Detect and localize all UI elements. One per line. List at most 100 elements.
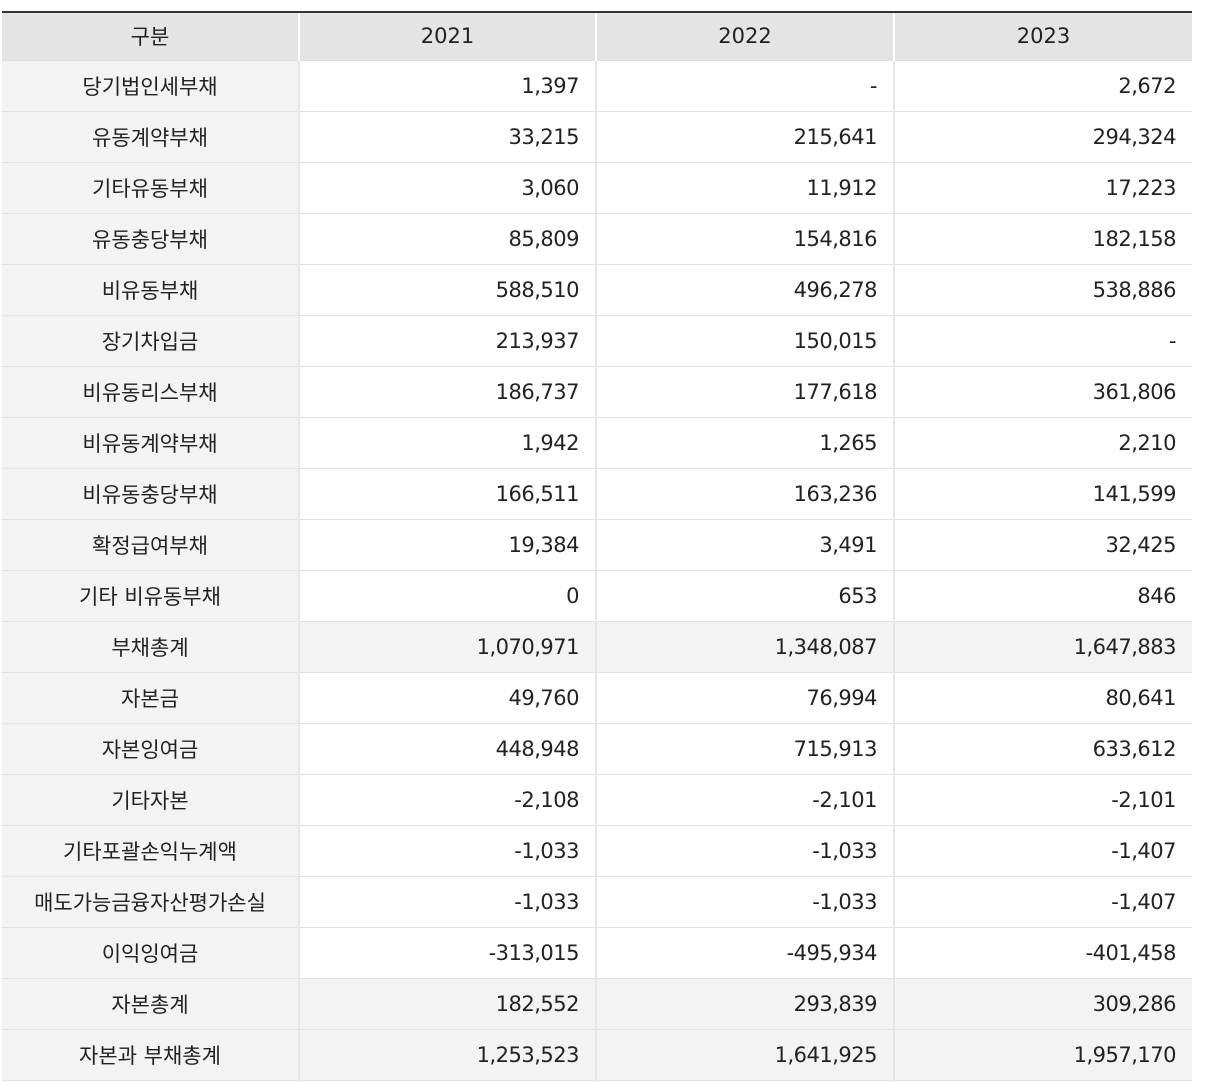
cell-2023: 182,158 [893, 213, 1192, 265]
cell-2023: -1,407 [893, 876, 1192, 928]
header-year-2023: 2023 [893, 11, 1192, 61]
cell-2022: 1,641,925 [595, 1029, 894, 1081]
cell-2021: -2,108 [298, 774, 596, 826]
row-label: 비유동계약부채 [2, 417, 299, 469]
table-row: 자본잉여금 448,948 715,913 633,612 [2, 723, 1192, 775]
row-label: 이익잉여금 [2, 927, 299, 979]
table-row: 비유동부채 588,510 496,278 538,886 [2, 264, 1192, 316]
cell-2022: 177,618 [595, 366, 894, 418]
financial-table-container: 구분 2021 2022 2023 당기법인세부채 1,397 - 2,672 … [2, 11, 1192, 1081]
cell-2022: -1,033 [595, 876, 894, 928]
cell-2023: - [893, 315, 1192, 367]
cell-2022: 154,816 [595, 213, 894, 265]
table-header: 구분 2021 2022 2023 [2, 11, 1192, 61]
table-row: 유동계약부채 33,215 215,641 294,324 [2, 111, 1192, 163]
row-label: 유동계약부채 [2, 111, 299, 163]
cell-2023: -2,101 [893, 774, 1192, 826]
cell-2021: 186,737 [298, 366, 596, 418]
balance-sheet-table: 구분 2021 2022 2023 당기법인세부채 1,397 - 2,672 … [2, 11, 1192, 1081]
row-label: 기타자본 [2, 774, 299, 826]
cell-2022: 215,641 [595, 111, 894, 163]
row-label: 기타포괄손익누계액 [2, 825, 299, 877]
cell-2021: 3,060 [298, 162, 596, 214]
table-row-total: 부채총계 1,070,971 1,348,087 1,647,883 [2, 621, 1192, 673]
cell-2023: 294,324 [893, 111, 1192, 163]
cell-2022: 3,491 [595, 519, 894, 571]
cell-2021: 448,948 [298, 723, 596, 775]
cell-2021: 0 [298, 570, 596, 622]
cell-2023: -1,407 [893, 825, 1192, 877]
cell-2023: 17,223 [893, 162, 1192, 214]
table-row-total: 자본과 부채총계 1,253,523 1,641,925 1,957,170 [2, 1029, 1192, 1081]
cell-2023: 141,599 [893, 468, 1192, 520]
cell-2023: -401,458 [893, 927, 1192, 979]
table-row: 기타자본 -2,108 -2,101 -2,101 [2, 774, 1192, 826]
row-label: 부채총계 [2, 621, 299, 673]
cell-2021: 19,384 [298, 519, 596, 571]
cell-2021: 182,552 [298, 978, 596, 1030]
row-label: 비유동부채 [2, 264, 299, 316]
cell-2023: 32,425 [893, 519, 1192, 571]
cell-2023: 1,647,883 [893, 621, 1192, 673]
table-row: 당기법인세부채 1,397 - 2,672 [2, 60, 1192, 112]
row-label: 기타 비유동부채 [2, 570, 299, 622]
cell-2022: -495,934 [595, 927, 894, 979]
cell-2021: -1,033 [298, 825, 596, 877]
cell-2022: 293,839 [595, 978, 894, 1030]
cell-2023: 1,957,170 [893, 1029, 1192, 1081]
table-row: 비유동계약부채 1,942 1,265 2,210 [2, 417, 1192, 469]
cell-2021: 1,253,523 [298, 1029, 596, 1081]
cell-2023: 2,672 [893, 60, 1192, 112]
table-row: 기타 비유동부채 0 653 846 [2, 570, 1192, 622]
cell-2022: 163,236 [595, 468, 894, 520]
header-category: 구분 [2, 11, 299, 61]
header-year-2022: 2022 [595, 11, 894, 61]
row-label: 유동충당부채 [2, 213, 299, 265]
table-row: 기타유동부채 3,060 11,912 17,223 [2, 162, 1192, 214]
cell-2023: 2,210 [893, 417, 1192, 469]
cell-2022: 150,015 [595, 315, 894, 367]
row-label: 비유동충당부채 [2, 468, 299, 520]
table-row: 비유동리스부채 186,737 177,618 361,806 [2, 366, 1192, 418]
cell-2021: 1,942 [298, 417, 596, 469]
row-label: 매도가능금융자산평가손실 [2, 876, 299, 928]
cell-2023: 633,612 [893, 723, 1192, 775]
cell-2022: 715,913 [595, 723, 894, 775]
row-label: 당기법인세부채 [2, 60, 299, 112]
cell-2021: 588,510 [298, 264, 596, 316]
cell-2021: 1,070,971 [298, 621, 596, 673]
table-row: 확정급여부채 19,384 3,491 32,425 [2, 519, 1192, 571]
cell-2022: 76,994 [595, 672, 894, 724]
header-year-2021: 2021 [298, 11, 596, 61]
cell-2021: -1,033 [298, 876, 596, 928]
cell-2023: 538,886 [893, 264, 1192, 316]
table-body: 당기법인세부채 1,397 - 2,672 유동계약부채 33,215 215,… [2, 60, 1192, 1081]
cell-2022: 1,348,087 [595, 621, 894, 673]
cell-2023: 361,806 [893, 366, 1192, 418]
table-row: 자본금 49,760 76,994 80,641 [2, 672, 1192, 724]
cell-2022: 1,265 [595, 417, 894, 469]
cell-2022: -1,033 [595, 825, 894, 877]
cell-2021: 33,215 [298, 111, 596, 163]
cell-2021: 213,937 [298, 315, 596, 367]
table-row: 이익잉여금 -313,015 -495,934 -401,458 [2, 927, 1192, 979]
cell-2021: -313,015 [298, 927, 596, 979]
cell-2021: 1,397 [298, 60, 596, 112]
cell-2022: - [595, 60, 894, 112]
cell-2023: 846 [893, 570, 1192, 622]
table-row: 비유동충당부채 166,511 163,236 141,599 [2, 468, 1192, 520]
cell-2023: 80,641 [893, 672, 1192, 724]
cell-2021: 49,760 [298, 672, 596, 724]
row-label: 자본총계 [2, 978, 299, 1030]
row-label: 자본금 [2, 672, 299, 724]
cell-2022: 11,912 [595, 162, 894, 214]
cell-2023: 309,286 [893, 978, 1192, 1030]
cell-2021: 85,809 [298, 213, 596, 265]
row-label: 자본과 부채총계 [2, 1029, 299, 1081]
table-row: 장기차입금 213,937 150,015 - [2, 315, 1192, 367]
table-row: 기타포괄손익누계액 -1,033 -1,033 -1,407 [2, 825, 1192, 877]
table-row: 매도가능금융자산평가손실 -1,033 -1,033 -1,407 [2, 876, 1192, 928]
row-label: 기타유동부채 [2, 162, 299, 214]
table-row-total: 자본총계 182,552 293,839 309,286 [2, 978, 1192, 1030]
cell-2021: 166,511 [298, 468, 596, 520]
